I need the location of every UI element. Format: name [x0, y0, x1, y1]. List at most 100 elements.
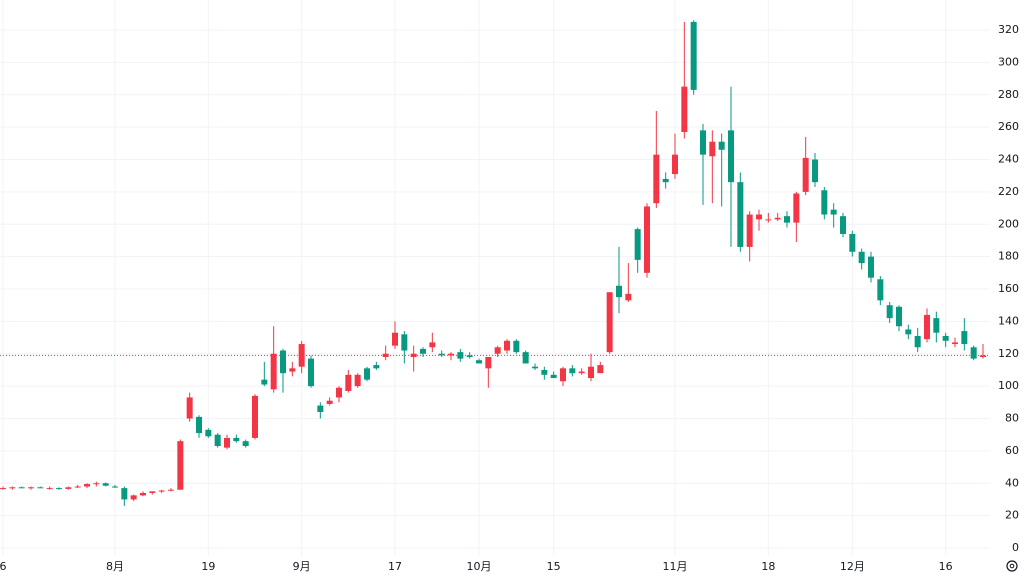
- y-tick-label: 140: [998, 314, 1019, 327]
- candle-body: [177, 441, 184, 490]
- candle-body: [970, 347, 977, 359]
- y-tick-label: 320: [998, 23, 1019, 36]
- candle-body: [317, 405, 324, 413]
- candle-body: [252, 395, 258, 438]
- candle-body: [326, 400, 333, 404]
- candle-body: [46, 488, 53, 490]
- y-tick-label: 300: [998, 55, 1019, 68]
- candle-body: [616, 285, 622, 298]
- candle-body: [550, 374, 557, 379]
- candle-body: [205, 429, 212, 437]
- candle-body: [914, 335, 921, 348]
- candle-body: [606, 292, 613, 353]
- candle-body: [718, 141, 725, 150]
- candle-body: [270, 353, 277, 390]
- candle-body: [289, 368, 296, 372]
- candle-body: [905, 329, 912, 335]
- candle-body: [569, 368, 576, 374]
- y-tick-label: 260: [998, 120, 1019, 133]
- x-tick-label: 16: [939, 560, 953, 573]
- candle-body: [961, 331, 968, 345]
- candle-body: [392, 332, 398, 346]
- candle-body: [298, 344, 305, 367]
- settings-icon-core[interactable]: [1009, 563, 1015, 569]
- candle-body: [784, 216, 790, 223]
- x-tick-label: 15: [547, 560, 561, 573]
- candle-body: [401, 334, 408, 351]
- candle-body: [858, 251, 865, 264]
- candle-body: [746, 214, 753, 247]
- y-tick-label: 280: [998, 88, 1019, 101]
- x-tick-label: 8月: [106, 560, 124, 573]
- candle-body: [28, 487, 34, 489]
- candle-body: [690, 21, 697, 90]
- candle-body: [102, 483, 109, 486]
- candle-body: [849, 233, 856, 252]
- candle-body: [494, 347, 501, 354]
- x-tick-label: 12月: [840, 560, 865, 573]
- settings-icon[interactable]: [1006, 560, 1018, 572]
- candle-body: [634, 229, 641, 260]
- candle-body: [9, 487, 16, 489]
- candle-body: [681, 86, 688, 132]
- candle-body: [830, 209, 837, 215]
- candle-body: [942, 335, 949, 341]
- candle-body: [112, 486, 118, 488]
- candle-body: [756, 214, 762, 220]
- candle-body: [410, 353, 417, 357]
- candle-body: [280, 350, 286, 374]
- candle-body: [196, 416, 202, 434]
- candle-body: [662, 178, 669, 183]
- candle-body: [121, 488, 128, 500]
- candle-body: [438, 353, 445, 356]
- candle-body: [653, 154, 660, 204]
- candle-body: [382, 353, 389, 357]
- candle-body: [466, 355, 473, 357]
- candle-body: [429, 342, 436, 348]
- candle-body: [130, 495, 137, 500]
- candle-body: [345, 374, 352, 391]
- x-tick-label: 11月: [663, 560, 688, 573]
- candle-body: [37, 487, 44, 489]
- candle-body: [373, 365, 380, 369]
- x-tick-label: 17: [388, 560, 402, 573]
- candle-body: [74, 486, 81, 488]
- y-tick-label: 220: [998, 185, 1019, 198]
- candle-body: [448, 353, 454, 356]
- x-tick-label: 6: [0, 560, 7, 573]
- y-tick-label: 60: [1005, 444, 1019, 457]
- y-tick-label: 160: [998, 282, 1019, 295]
- y-tick-label: 80: [1005, 412, 1019, 425]
- candle-body: [504, 340, 510, 351]
- candle-body: [933, 318, 940, 333]
- candle-body: [672, 154, 678, 175]
- candle-body: [224, 437, 230, 448]
- y-tick-label: 20: [1005, 509, 1019, 522]
- y-tick-label: 120: [998, 347, 1019, 360]
- candle-body: [485, 356, 492, 369]
- candle-body: [980, 355, 986, 357]
- candle-body: [812, 159, 818, 183]
- candle-body: [625, 293, 632, 301]
- candle-body: [924, 314, 930, 340]
- candle-body: [56, 488, 62, 490]
- candle-body: [214, 434, 221, 447]
- candle-body: [158, 490, 165, 492]
- candle-body: [886, 305, 893, 319]
- settings-icon-ring[interactable]: [1006, 560, 1018, 572]
- candle-body: [952, 342, 958, 345]
- candle-body: [560, 368, 566, 382]
- candle-body: [578, 371, 585, 374]
- y-tick-label: 200: [998, 217, 1019, 230]
- candle-body: [0, 488, 6, 490]
- candle-body: [18, 487, 25, 489]
- candle-body: [84, 484, 90, 487]
- candle-body: [644, 206, 650, 273]
- candle-body: [308, 358, 314, 387]
- candle-body: [597, 365, 604, 374]
- candle-body: [868, 256, 874, 278]
- x-tick-label: 18: [761, 560, 775, 573]
- candle-body: [765, 219, 772, 221]
- candle-body: [149, 491, 156, 493]
